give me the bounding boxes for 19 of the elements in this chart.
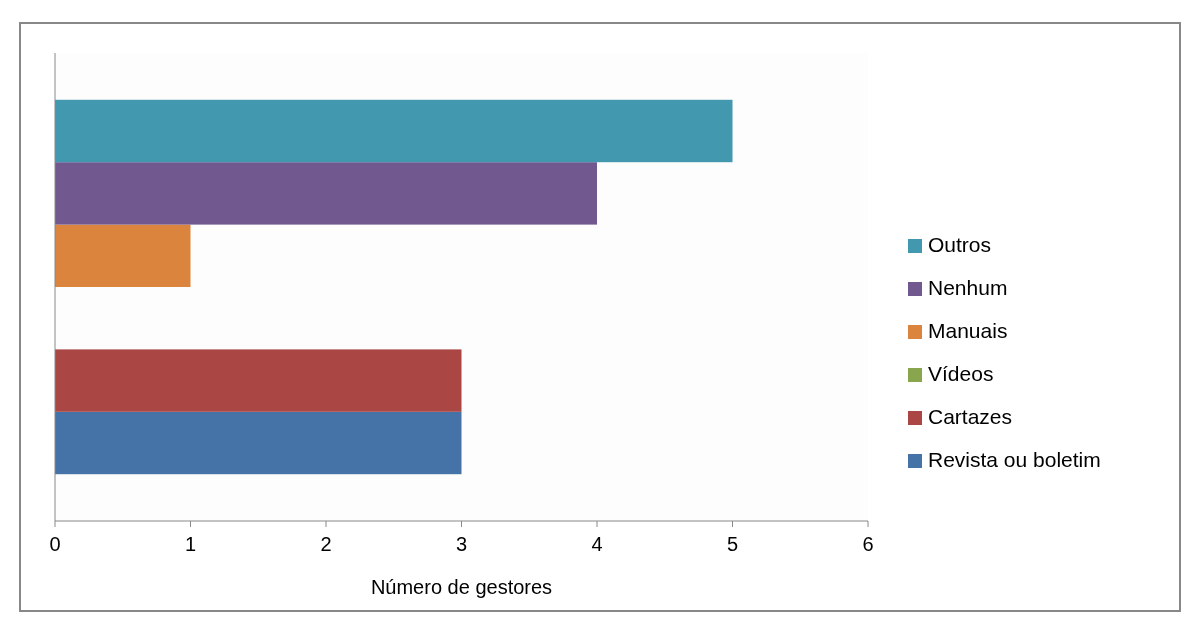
bar [55,224,191,287]
x-tick-label: 2 [320,533,332,555]
x-tick-label: 6 [862,533,874,555]
legend-label: Vídeos [928,361,994,385]
legend-label: Revista ou boletim [928,447,1101,471]
x-tick-label: 3 [455,533,468,555]
bar [55,162,597,225]
legend-label: Nenhum [928,275,1008,299]
legend-label: Outros [928,232,992,256]
bar [55,99,733,163]
legend-label: Manuais [928,318,1008,342]
x-tick-label: 5 [726,533,739,555]
bar [55,349,462,412]
x-tick-label: 1 [184,533,197,555]
x-tick-label: 0 [49,533,61,555]
bar [55,411,462,475]
legend-label: Cartazes [928,404,1013,428]
x-tick-label: 4 [591,533,603,555]
x-axis-title: Número de gestores [370,576,553,598]
